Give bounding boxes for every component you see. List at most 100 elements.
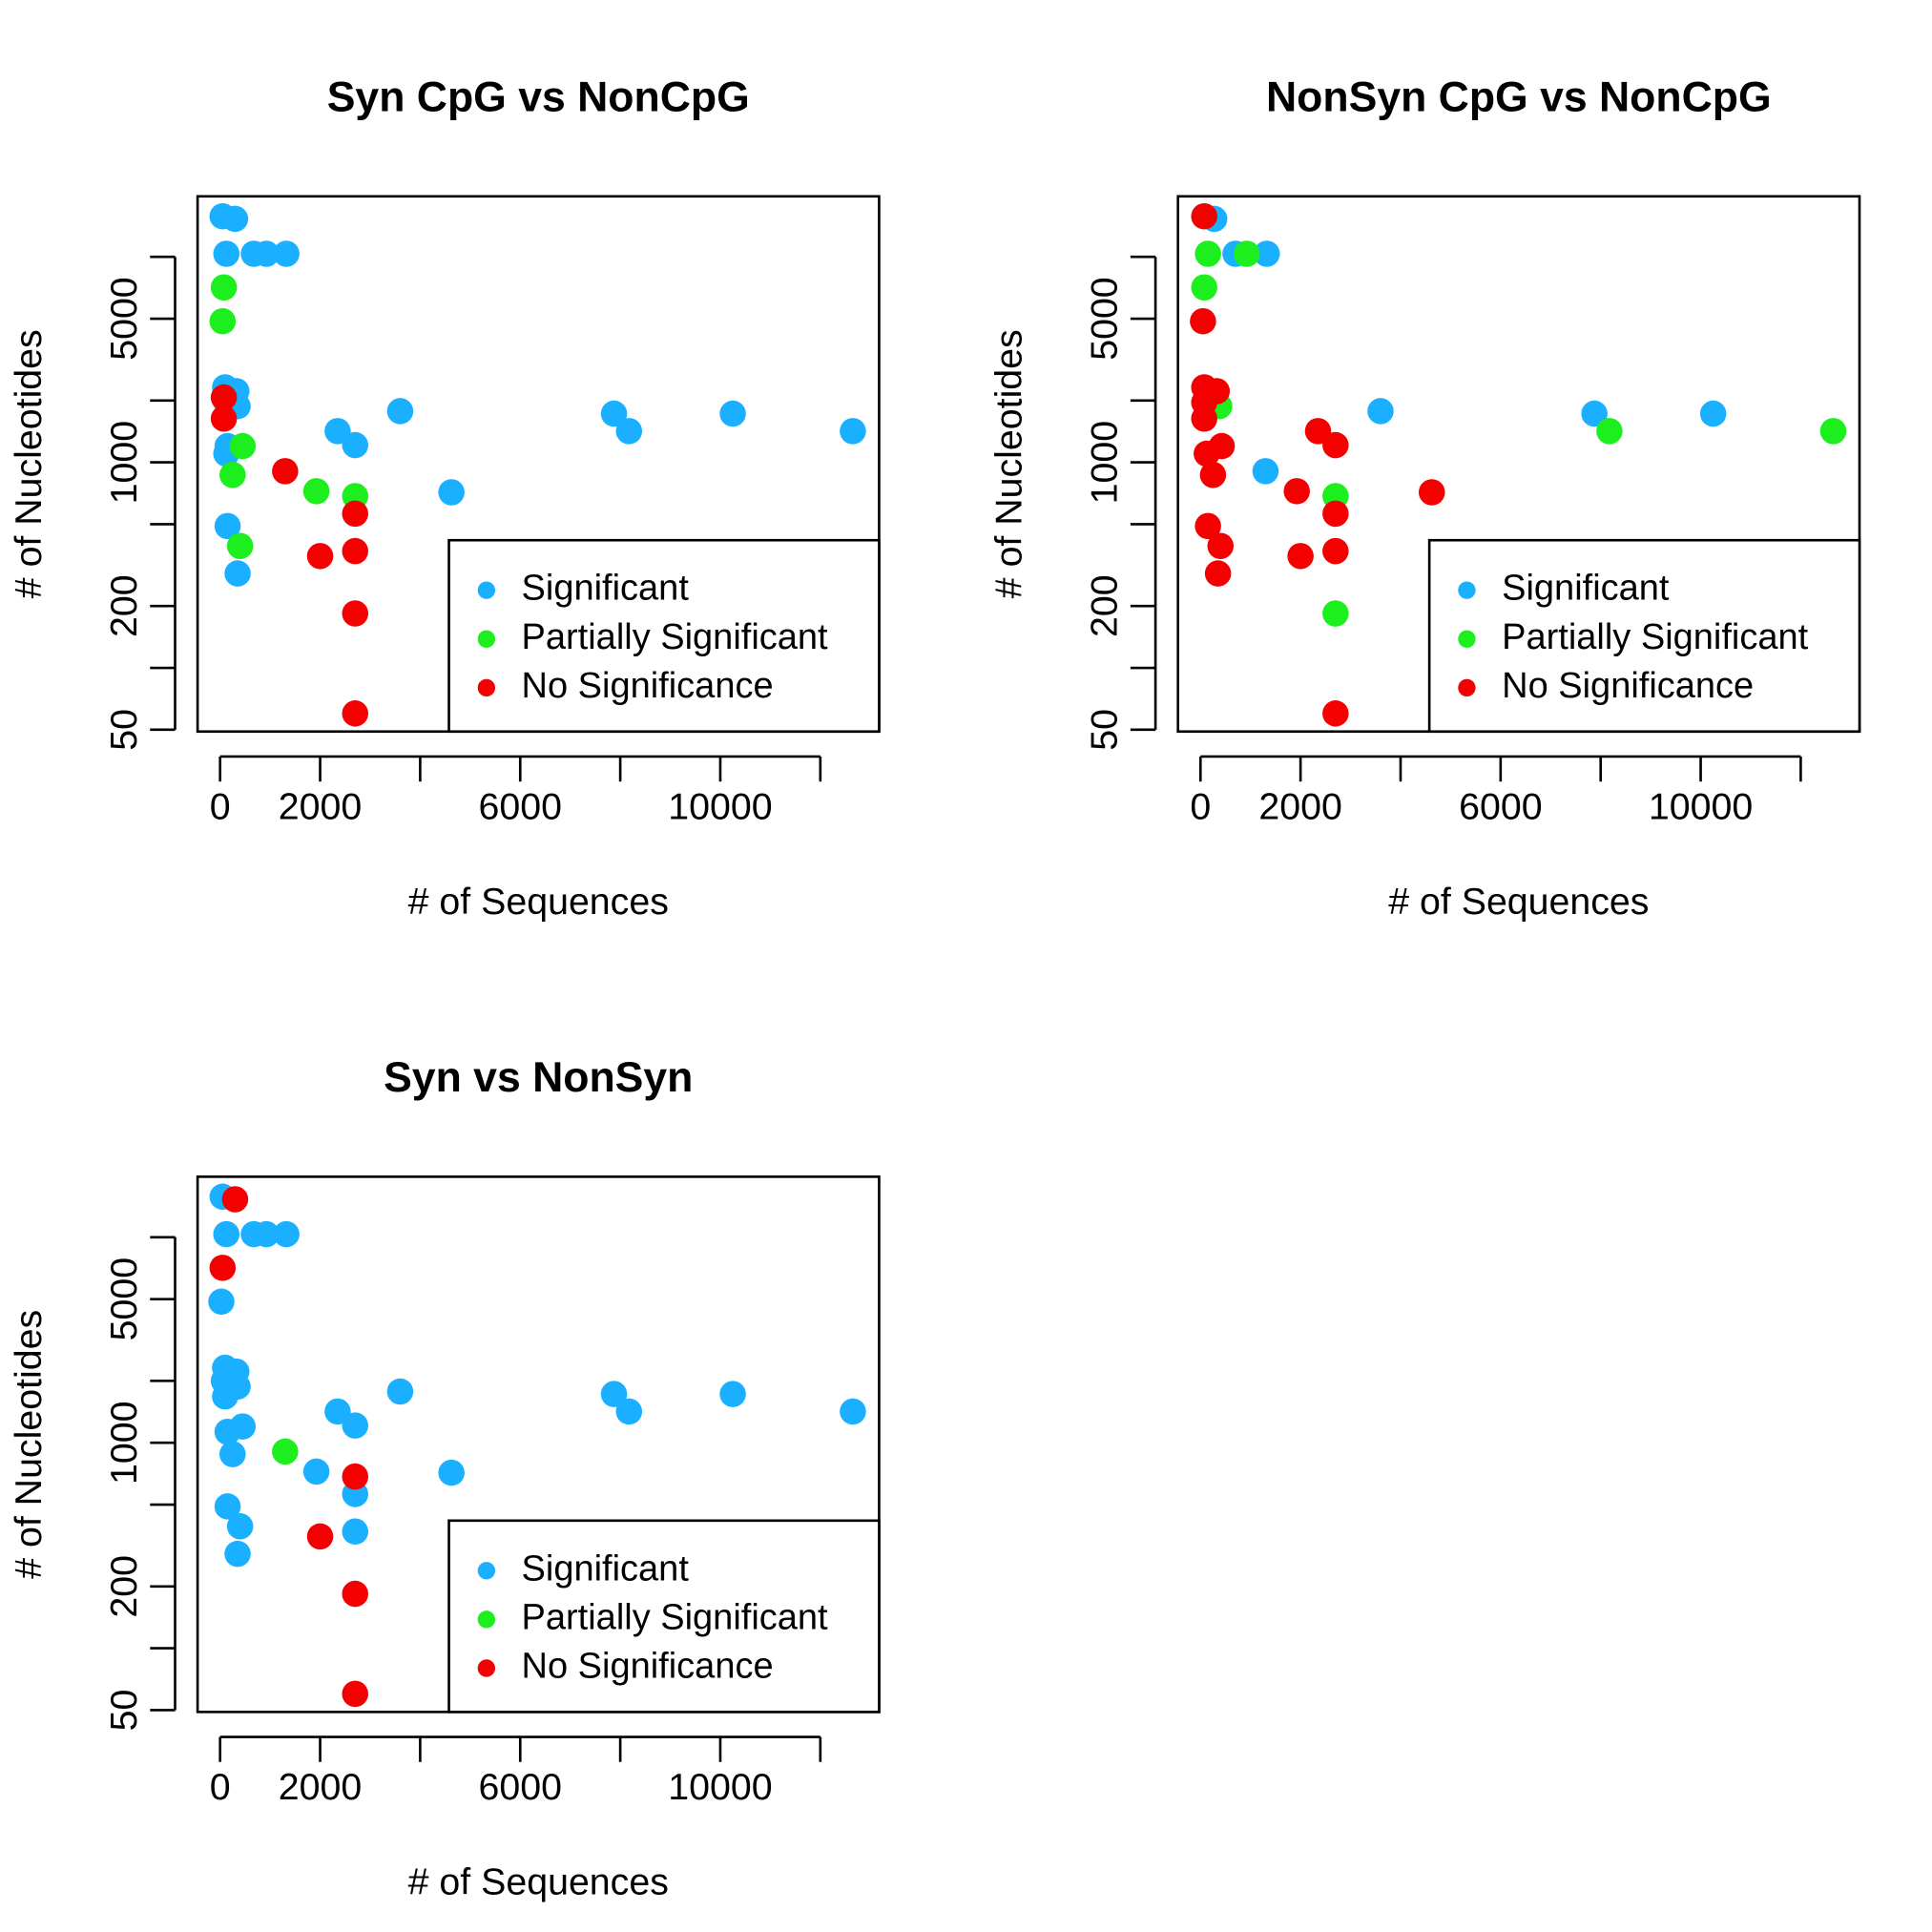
point	[600, 400, 628, 427]
point	[209, 307, 237, 335]
legend: Significant Partially Significant No Signi…	[447, 1519, 881, 1714]
y-tick-label: 200	[103, 1555, 145, 1618]
point	[840, 418, 866, 445]
legend-marker	[1458, 678, 1476, 697]
point	[1204, 560, 1232, 587]
point	[210, 405, 238, 432]
point	[342, 1680, 369, 1708]
x-tick-label: 10000	[668, 1766, 772, 1808]
point	[1304, 418, 1332, 445]
point	[221, 1186, 249, 1213]
x-tick-label: 0	[1190, 785, 1211, 827]
legend: Significant Partially Significant No Signi…	[447, 538, 881, 734]
point	[273, 240, 300, 267]
point	[1195, 240, 1221, 267]
point	[273, 1220, 300, 1248]
point	[342, 1412, 369, 1439]
legend-marker	[477, 1610, 496, 1629]
point	[1195, 512, 1221, 540]
point	[226, 532, 254, 559]
legend-label: Partially Significant	[1502, 617, 1808, 657]
x-axis-label: # of Sequences	[408, 881, 669, 923]
point	[1253, 240, 1280, 267]
panel-title: NonSyn CpG vs NonCpG	[1266, 74, 1772, 121]
point	[302, 1458, 330, 1485]
point	[1191, 405, 1217, 432]
point	[386, 398, 414, 425]
point	[253, 1220, 280, 1248]
y-tick-label: 5000	[103, 277, 145, 360]
point	[272, 1438, 299, 1465]
point	[386, 1378, 414, 1405]
panels: Syn CpG vs NonCpG # of Sequences # of Nucl…	[8, 74, 1861, 1903]
point	[324, 1398, 351, 1425]
y-tick-label: 5000	[103, 1257, 145, 1340]
y-tick-label: 200	[1083, 574, 1125, 637]
legend-label: No Significance	[1502, 666, 1754, 706]
point	[224, 560, 251, 587]
x-tick-label: 2000	[1258, 785, 1341, 827]
legend-label: Partially Significant	[522, 1597, 828, 1637]
point	[1819, 418, 1847, 445]
point	[253, 240, 280, 267]
panel: NonSyn CpG vs NonCpG # of Sequences # of N…	[988, 74, 1861, 923]
point	[719, 400, 746, 427]
point	[214, 512, 241, 540]
point	[212, 1382, 239, 1410]
point	[1191, 202, 1217, 230]
legend-marker	[477, 630, 496, 648]
x-axis-label: # of Sequences	[408, 1861, 669, 1903]
legend: Significant Partially Significant No Signi…	[1427, 538, 1861, 734]
point	[1322, 700, 1349, 727]
point	[615, 1398, 643, 1425]
point	[213, 240, 239, 267]
point	[306, 1523, 334, 1550]
point	[342, 537, 369, 565]
y-tick-label: 50	[103, 709, 145, 751]
point	[840, 1398, 866, 1425]
point	[1194, 440, 1220, 467]
legend-marker	[477, 581, 496, 599]
point	[1190, 307, 1216, 335]
legend-label: Partially Significant	[522, 617, 828, 657]
y-tick-label: 1000	[103, 1401, 145, 1484]
legend-frame	[447, 538, 881, 734]
point	[1699, 400, 1727, 427]
point	[210, 274, 238, 301]
point	[1367, 398, 1394, 425]
point	[1322, 500, 1349, 528]
point	[438, 1459, 465, 1486]
legend-label: Significant	[522, 569, 690, 609]
point	[1418, 479, 1445, 506]
legend-frame	[1427, 538, 1861, 734]
point	[224, 1540, 251, 1568]
x-tick-label: 0	[210, 785, 231, 827]
y-tick-label: 1000	[1083, 421, 1125, 504]
point	[342, 1518, 369, 1545]
point	[1283, 478, 1310, 505]
point	[1322, 600, 1349, 627]
legend-marker	[1458, 630, 1476, 648]
point	[1252, 458, 1279, 485]
point	[615, 418, 643, 445]
panel: Syn CpG vs NonCpG # of Sequences # of Nucl…	[8, 74, 881, 923]
x-tick-label: 6000	[479, 785, 562, 827]
x-axis-label: # of Sequences	[1388, 881, 1649, 923]
y-tick-label: 200	[103, 574, 145, 637]
x-tick-label: 6000	[479, 1766, 562, 1808]
x-tick-label: 10000	[668, 785, 772, 827]
point	[209, 1255, 237, 1281]
point	[1581, 400, 1608, 427]
x-tick-label: 2000	[279, 1766, 362, 1808]
point	[342, 431, 369, 459]
point	[342, 1463, 369, 1490]
point	[214, 1419, 241, 1445]
point	[1322, 431, 1349, 459]
legend-marker	[1458, 581, 1476, 599]
legend-marker	[477, 1562, 496, 1580]
y-axis-label: # of Nucleotides	[8, 1310, 50, 1579]
legend-label: Significant	[522, 1548, 690, 1589]
legend-marker	[477, 678, 496, 697]
point	[342, 1580, 369, 1608]
